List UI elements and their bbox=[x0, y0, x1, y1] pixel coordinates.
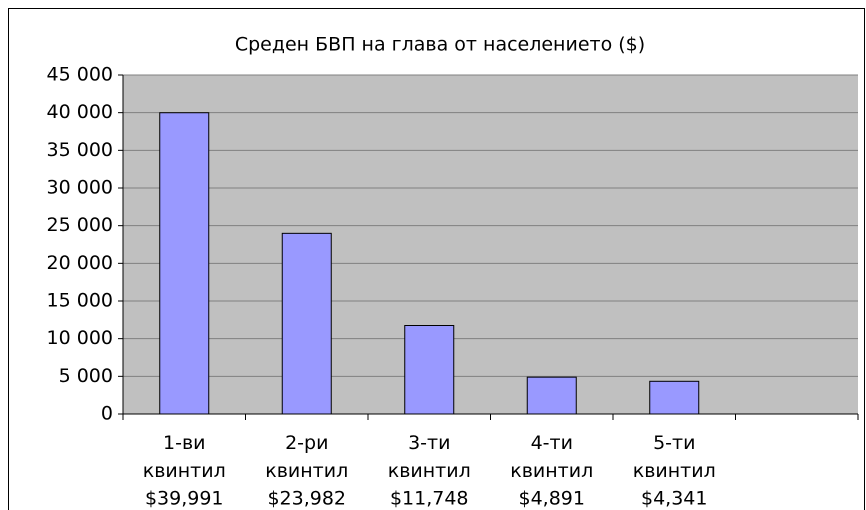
y-tick-label: 5 000 bbox=[59, 365, 113, 387]
bar bbox=[281, 232, 332, 415]
value-label: $4,891 bbox=[519, 488, 585, 510]
x-tick-label: 3-ти квинтил bbox=[388, 432, 471, 482]
x-tick-label: 2-ри квинтил bbox=[265, 432, 348, 482]
y-tick-label: 0 bbox=[101, 403, 113, 425]
y-tick-label: 10 000 bbox=[47, 327, 113, 349]
bar bbox=[404, 324, 455, 415]
x-tick-label: 4-ти квинтил bbox=[510, 432, 593, 482]
y-tick-label: 15 000 bbox=[47, 290, 113, 312]
value-label: $23,982 bbox=[267, 488, 346, 510]
value-label: $39,991 bbox=[145, 488, 224, 510]
y-tick-label: 20 000 bbox=[47, 252, 113, 274]
plot-area bbox=[123, 75, 858, 414]
bar bbox=[159, 112, 210, 415]
x-tick-label: 5-ти квинтил bbox=[633, 432, 716, 482]
bar bbox=[526, 376, 577, 415]
value-label: $11,748 bbox=[390, 488, 469, 510]
y-tick-label: 30 000 bbox=[47, 177, 113, 199]
y-tick-label: 40 000 bbox=[47, 101, 113, 123]
x-tick-label: 1-ви квинтил bbox=[143, 432, 226, 482]
chart-title: Среден БВП на глава от населението ($) bbox=[235, 34, 645, 56]
bar bbox=[649, 380, 700, 415]
y-tick-label: 25 000 bbox=[47, 214, 113, 236]
y-tick-label: 45 000 bbox=[47, 64, 113, 86]
value-label: $4,341 bbox=[641, 488, 707, 510]
y-tick-label: 35 000 bbox=[47, 139, 113, 161]
